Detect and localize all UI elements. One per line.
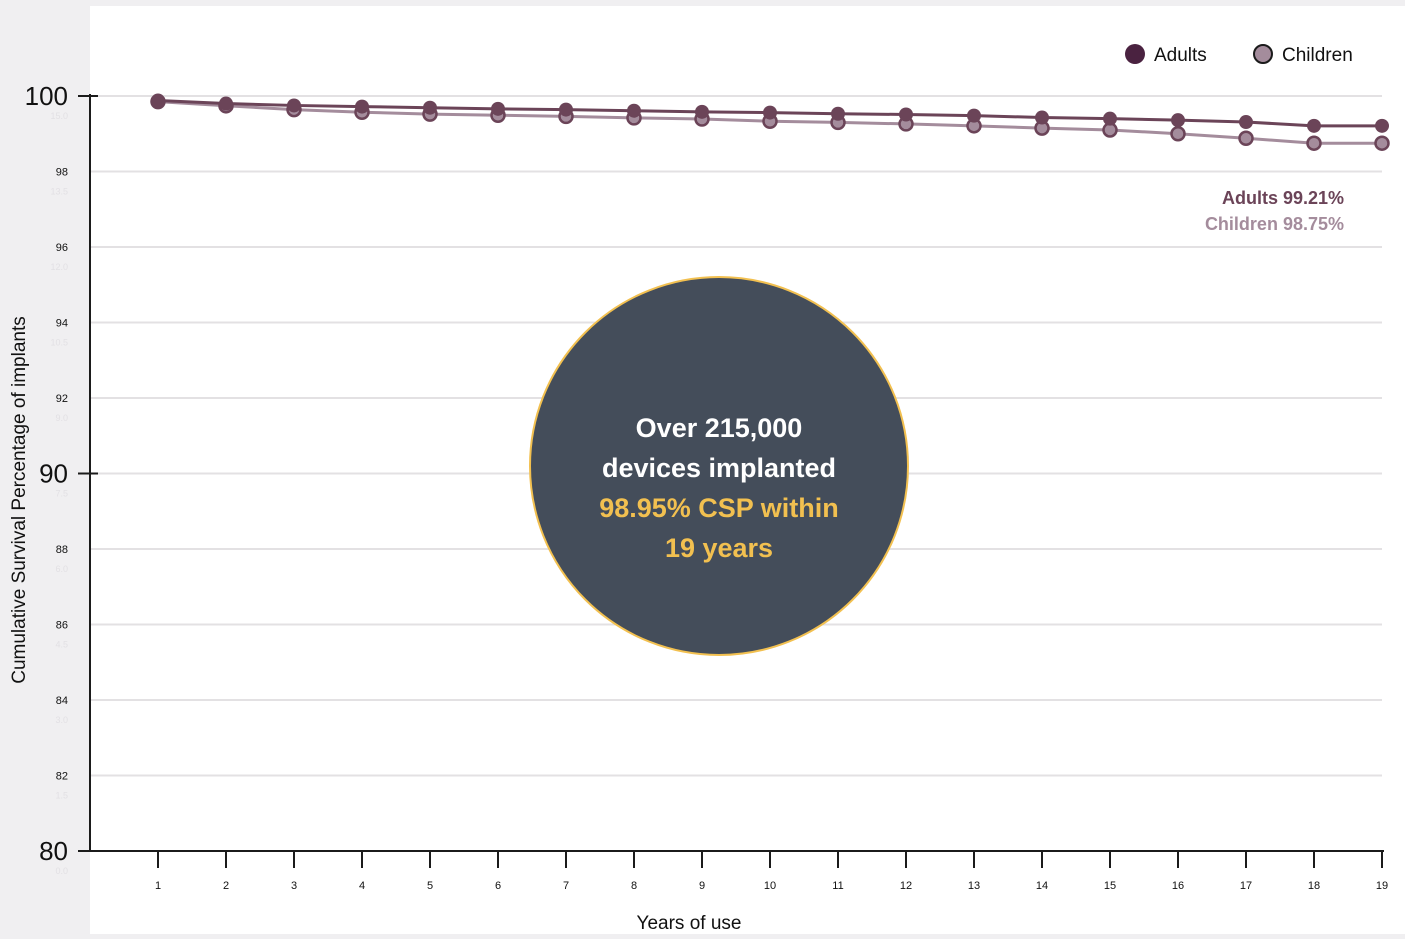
data-point-adults [1171,113,1185,128]
data-point-adults [219,96,233,111]
y-tick-label: 98 [56,167,68,179]
y-tick-label: 94 [56,318,68,330]
legend: Adults Children [1125,44,1353,66]
y-tick-label: 90 [39,459,68,489]
y-secondary-tick-label: 13.5 [50,186,68,196]
legend-label-adults: Adults [1154,45,1207,66]
data-point-children [1170,126,1186,142]
data-point-adults [1375,118,1389,133]
callout-text-line: Over 215,000 [636,413,803,443]
callout-text-line: 19 years [665,533,773,563]
end-label-adults: Adults 99.21% [1222,188,1344,208]
data-point-adults [1103,111,1117,126]
data-point-adults [627,103,641,118]
y-tick-label: 96 [56,242,68,254]
y-secondary-tick-label: 12.0 [50,262,68,272]
x-tick-label: 8 [631,880,637,892]
y-secondary-tick-label: 1.5 [55,790,68,800]
callout-circle [529,276,909,656]
x-tick-label: 6 [495,880,501,892]
data-point-adults [1035,110,1049,125]
data-point-adults [763,105,777,120]
y-axis-title: Cumulative Survival Percentage of implan… [9,316,30,684]
x-tick-label: 15 [1104,880,1116,892]
x-tick-label: 13 [968,880,980,892]
data-point-adults [1307,118,1321,133]
data-point-adults [151,93,165,108]
y-secondary-tick-label: 3.0 [55,715,68,725]
data-point-adults [695,104,709,119]
legend-marker-adults [1125,44,1145,64]
x-tick-label: 19 [1376,880,1388,892]
legend-label-children: Children [1282,45,1353,66]
data-point-adults [287,98,301,113]
data-point-children [1374,135,1390,151]
y-tick-label: 92 [56,393,68,405]
data-point-adults [899,107,913,122]
data-point-adults [967,108,981,123]
data-point-children [1238,130,1254,147]
x-tick-label: 5 [427,880,433,892]
legend-marker-children [1253,44,1273,64]
x-tick-label: 2 [223,880,229,892]
callout: Over 215,000 devices implanted 98.95% CSP … [529,276,909,656]
y-secondary-tick-label: 4.5 [55,639,68,649]
y-secondary-tick-label: 9.0 [55,413,68,423]
y-secondary-tick-label: 6.0 [55,564,68,574]
x-tick-label: 9 [699,880,705,892]
axes: 1009080989694928886848215.013.512.010.59… [9,81,1388,934]
x-tick-label: 18 [1308,880,1320,892]
data-point-adults [491,101,505,116]
x-tick-label: 17 [1240,880,1252,892]
y-tick-label: 86 [56,620,68,632]
data-point-adults [423,100,437,115]
data-point-adults [559,102,573,117]
data-point-children [1306,135,1322,151]
y-secondary-tick-label: 0.0 [55,866,68,876]
y-secondary-tick-label: 7.5 [55,488,68,498]
x-tick-label: 10 [764,880,776,892]
x-tick-label: 7 [563,880,569,892]
series [150,93,1390,151]
data-point-adults [355,99,369,114]
y-tick-label: 84 [56,695,68,707]
end-labels: Adults 99.21% Children 98.75% [1205,188,1344,234]
x-tick-label: 12 [900,880,912,892]
end-label-children: Children 98.75% [1205,214,1344,234]
y-tick-label: 82 [56,771,68,783]
x-tick-label: 1 [155,880,161,892]
y-tick-label: 100 [25,81,68,111]
y-secondary-tick-label: 15.0 [50,111,68,121]
x-tick-label: 3 [291,880,297,892]
x-axis-title: Years of use [637,913,742,934]
data-point-adults [831,106,845,121]
x-tick-label: 11 [832,880,843,892]
data-point-adults [1239,115,1253,130]
x-tick-label: 14 [1036,880,1048,892]
callout-text-line: 98.95% CSP within [599,493,839,523]
callout-text-line: devices implanted [602,453,836,483]
y-tick-label: 88 [56,544,68,556]
x-tick-label: 16 [1172,880,1184,892]
y-tick-label: 80 [39,836,68,866]
x-tick-label: 4 [359,880,365,892]
y-secondary-tick-label: 10.5 [50,337,68,347]
